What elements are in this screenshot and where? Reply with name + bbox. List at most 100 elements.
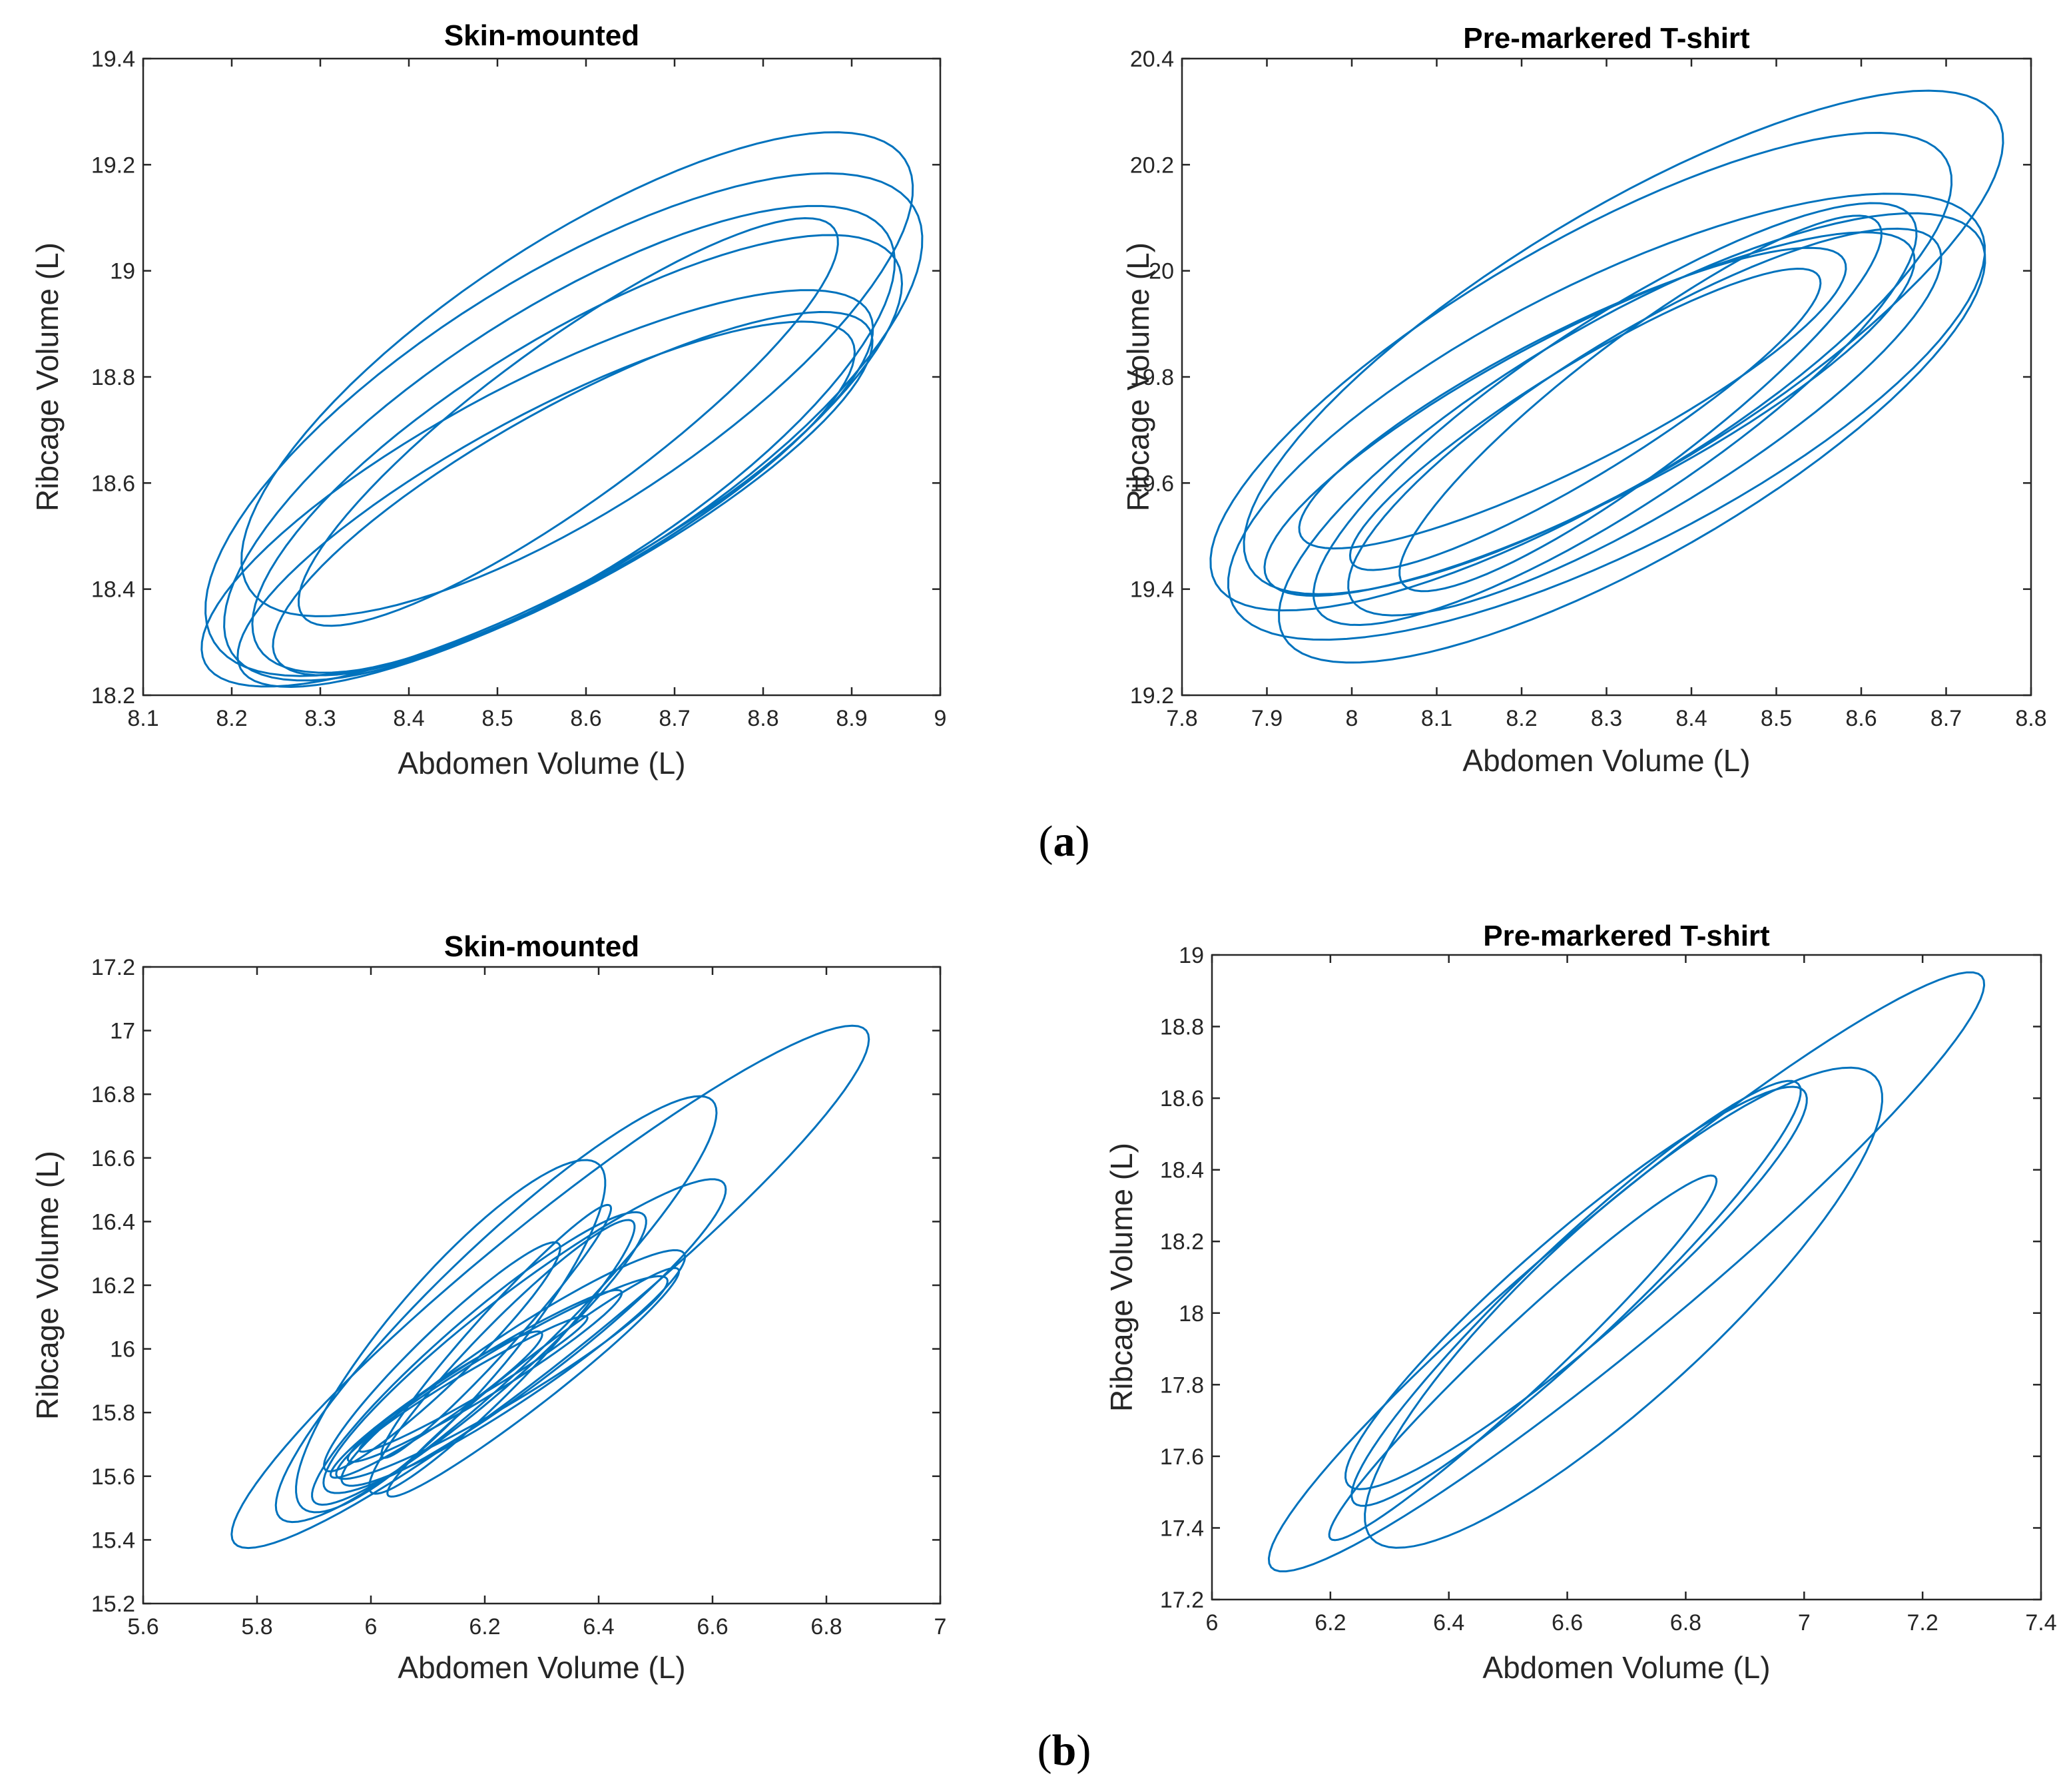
breathing-loop	[311, 1211, 647, 1506]
y-tick-label: 15.2	[91, 1592, 135, 1617]
x-tick-label: 8.3	[1591, 706, 1622, 731]
breathing-loop	[386, 1267, 681, 1498]
y-tick-label: 19.2	[91, 152, 135, 178]
x-tick-label: 8.8	[2015, 706, 2046, 731]
y-tick-label: 16.4	[91, 1209, 135, 1235]
x-tick-label: 8.2	[1506, 706, 1537, 731]
y-tick-label: 17.2	[91, 955, 135, 980]
breathing-loop	[298, 217, 839, 627]
breathing-loop	[322, 1178, 727, 1494]
breathing-loop	[1347, 227, 1942, 617]
x-tick-label: 8.7	[1930, 706, 1962, 731]
x-tick-label: 8.5	[1761, 706, 1792, 731]
breathing-loop	[1267, 971, 1986, 1573]
x-tick-label: 8.3	[304, 706, 336, 731]
y-tick-label: 18	[1179, 1301, 1204, 1327]
y-tick-label: 17.6	[1160, 1444, 1204, 1470]
x-tick-label: 8.6	[570, 706, 601, 731]
ticks-layer: 7.8 7.9 8 8.1 8.2 8.3 8.4 8.5 8.6 8.7 8.8 19.2 19.4 1…	[1130, 47, 2047, 731]
y-tick-label: 18.2	[91, 683, 135, 709]
y-tick-label: 17.8	[1160, 1372, 1204, 1398]
x-tick-label: 6.6	[697, 1614, 728, 1640]
plot-title: Skin-mounted	[444, 19, 639, 52]
ticks-layer: 6 6.2 6.4 6.6 6.8 7 7.2 7.4 17.2 17.4 17.6 17.8 18 18…	[1160, 943, 2057, 1636]
breathing-loop	[1227, 192, 1986, 641]
panel-label-a: (a)	[1039, 817, 1090, 866]
x-tick-label: 9	[934, 706, 947, 731]
breathing-loop	[240, 131, 914, 617]
y-tick-label: 19	[1179, 943, 1204, 968]
y-tick-label: 19.4	[91, 47, 135, 72]
y-tick-label: 15.8	[91, 1400, 135, 1426]
series-layer	[200, 131, 924, 688]
y-tick-label: 18.2	[1160, 1229, 1204, 1255]
y-axis-label: Ribcage Volume (L)	[30, 242, 65, 511]
breathing-loop	[1350, 1079, 1802, 1507]
y-axis-label: Ribcage Volume (L)	[30, 1151, 65, 1420]
x-tick-label: 8.8	[747, 706, 778, 731]
y-tick-label: 18.6	[1160, 1086, 1204, 1111]
plot-frame	[142, 57, 942, 697]
y-tick-label: 19.8	[1130, 365, 1174, 390]
x-tick-label: 7.9	[1251, 706, 1283, 731]
x-tick-label: 6.8	[1670, 1610, 1701, 1636]
breathing-loop	[323, 1241, 561, 1472]
x-tick-label: 7	[1798, 1610, 1811, 1636]
breathing-loop	[204, 172, 924, 677]
x-axis-label: Abdomen Volume (L)	[1462, 743, 1750, 778]
x-tick-label: 8.5	[481, 706, 513, 731]
x-tick-label: 8.4	[1675, 706, 1707, 731]
x-tick-label: 7	[934, 1614, 947, 1640]
breathing-loop	[335, 1275, 669, 1480]
breathing-loop	[1278, 212, 1986, 664]
breathing-loop	[236, 320, 856, 688]
x-tick-label: 7.4	[2025, 1610, 2056, 1636]
y-tick-label: 16.2	[91, 1273, 135, 1299]
x-tick-label: 8	[1346, 706, 1358, 731]
ticks-layer: 8.1 8.2 8.3 8.4 8.5 8.6 8.7 8.8 8.9 9 18.2 18.4 18.6…	[91, 47, 947, 731]
breathing-loop	[1243, 89, 2004, 595]
breathing-loop	[380, 1203, 613, 1459]
x-tick-label: 8.4	[393, 706, 424, 731]
breathing-loop	[330, 1330, 543, 1479]
y-tick-label: 19.6	[1130, 471, 1174, 496]
x-tick-label: 6	[365, 1614, 378, 1640]
x-tick-label: 6.6	[1552, 1610, 1583, 1636]
plot-title: Skin-mounted	[444, 930, 639, 963]
y-tick-label: 16.8	[91, 1082, 135, 1107]
x-tick-label: 5.6	[127, 1614, 158, 1640]
x-tick-label: 8.1	[127, 706, 158, 731]
y-tick-label: 17.4	[1160, 1516, 1204, 1541]
y-tick-label: 18.8	[91, 365, 135, 390]
breathing-loop	[223, 204, 896, 682]
series-layer	[1267, 971, 1986, 1573]
x-axis-label: Abdomen Volume (L)	[398, 746, 685, 780]
plot-a-pre-markered-tshirt: Pre-markered T-shirt 7.8 7.9 8 8.1 8.2 8.3 8.4…	[1121, 22, 2047, 778]
breathing-loop	[1263, 231, 1916, 597]
x-tick-label: 6.4	[1433, 1610, 1464, 1636]
breathing-loop	[274, 1095, 718, 1524]
y-tick-label: 16	[110, 1337, 135, 1362]
x-tick-label: 5.8	[241, 1614, 272, 1640]
x-tick-label: 7.2	[1907, 1610, 1938, 1636]
x-tick-label: 6.2	[1315, 1610, 1346, 1636]
breathing-loop	[346, 1289, 623, 1463]
x-axis-label: Abdomen Volume (L)	[1482, 1650, 1770, 1685]
y-tick-label: 20.2	[1130, 152, 1174, 178]
y-tick-label: 17.2	[1160, 1588, 1204, 1613]
breathing-loop	[368, 1219, 636, 1495]
x-tick-label: 6.4	[583, 1614, 614, 1640]
plot-frame	[1211, 954, 2042, 1601]
plot-title: Pre-markered T-shirt	[1483, 920, 1770, 952]
y-tick-label: 20	[1149, 259, 1174, 284]
y-tick-label: 19.2	[1130, 683, 1174, 709]
breathing-loop	[1398, 214, 1883, 593]
plot-title: Pre-markered T-shirt	[1463, 22, 1750, 55]
y-tick-label: 20.4	[1130, 47, 1174, 72]
x-tick-label: 7.8	[1166, 706, 1197, 731]
breathing-loop	[200, 289, 874, 688]
x-tick-label: 6.2	[469, 1614, 500, 1640]
y-axis-label: Ribcage Volume (L)	[1104, 1143, 1139, 1412]
ticks-layer: 5.6 5.8 6 6.2 6.4 6.6 6.8 7 15.2 15.4 15.6 15.8 16 16…	[91, 955, 947, 1640]
breathing-loop	[1364, 1066, 1883, 1549]
